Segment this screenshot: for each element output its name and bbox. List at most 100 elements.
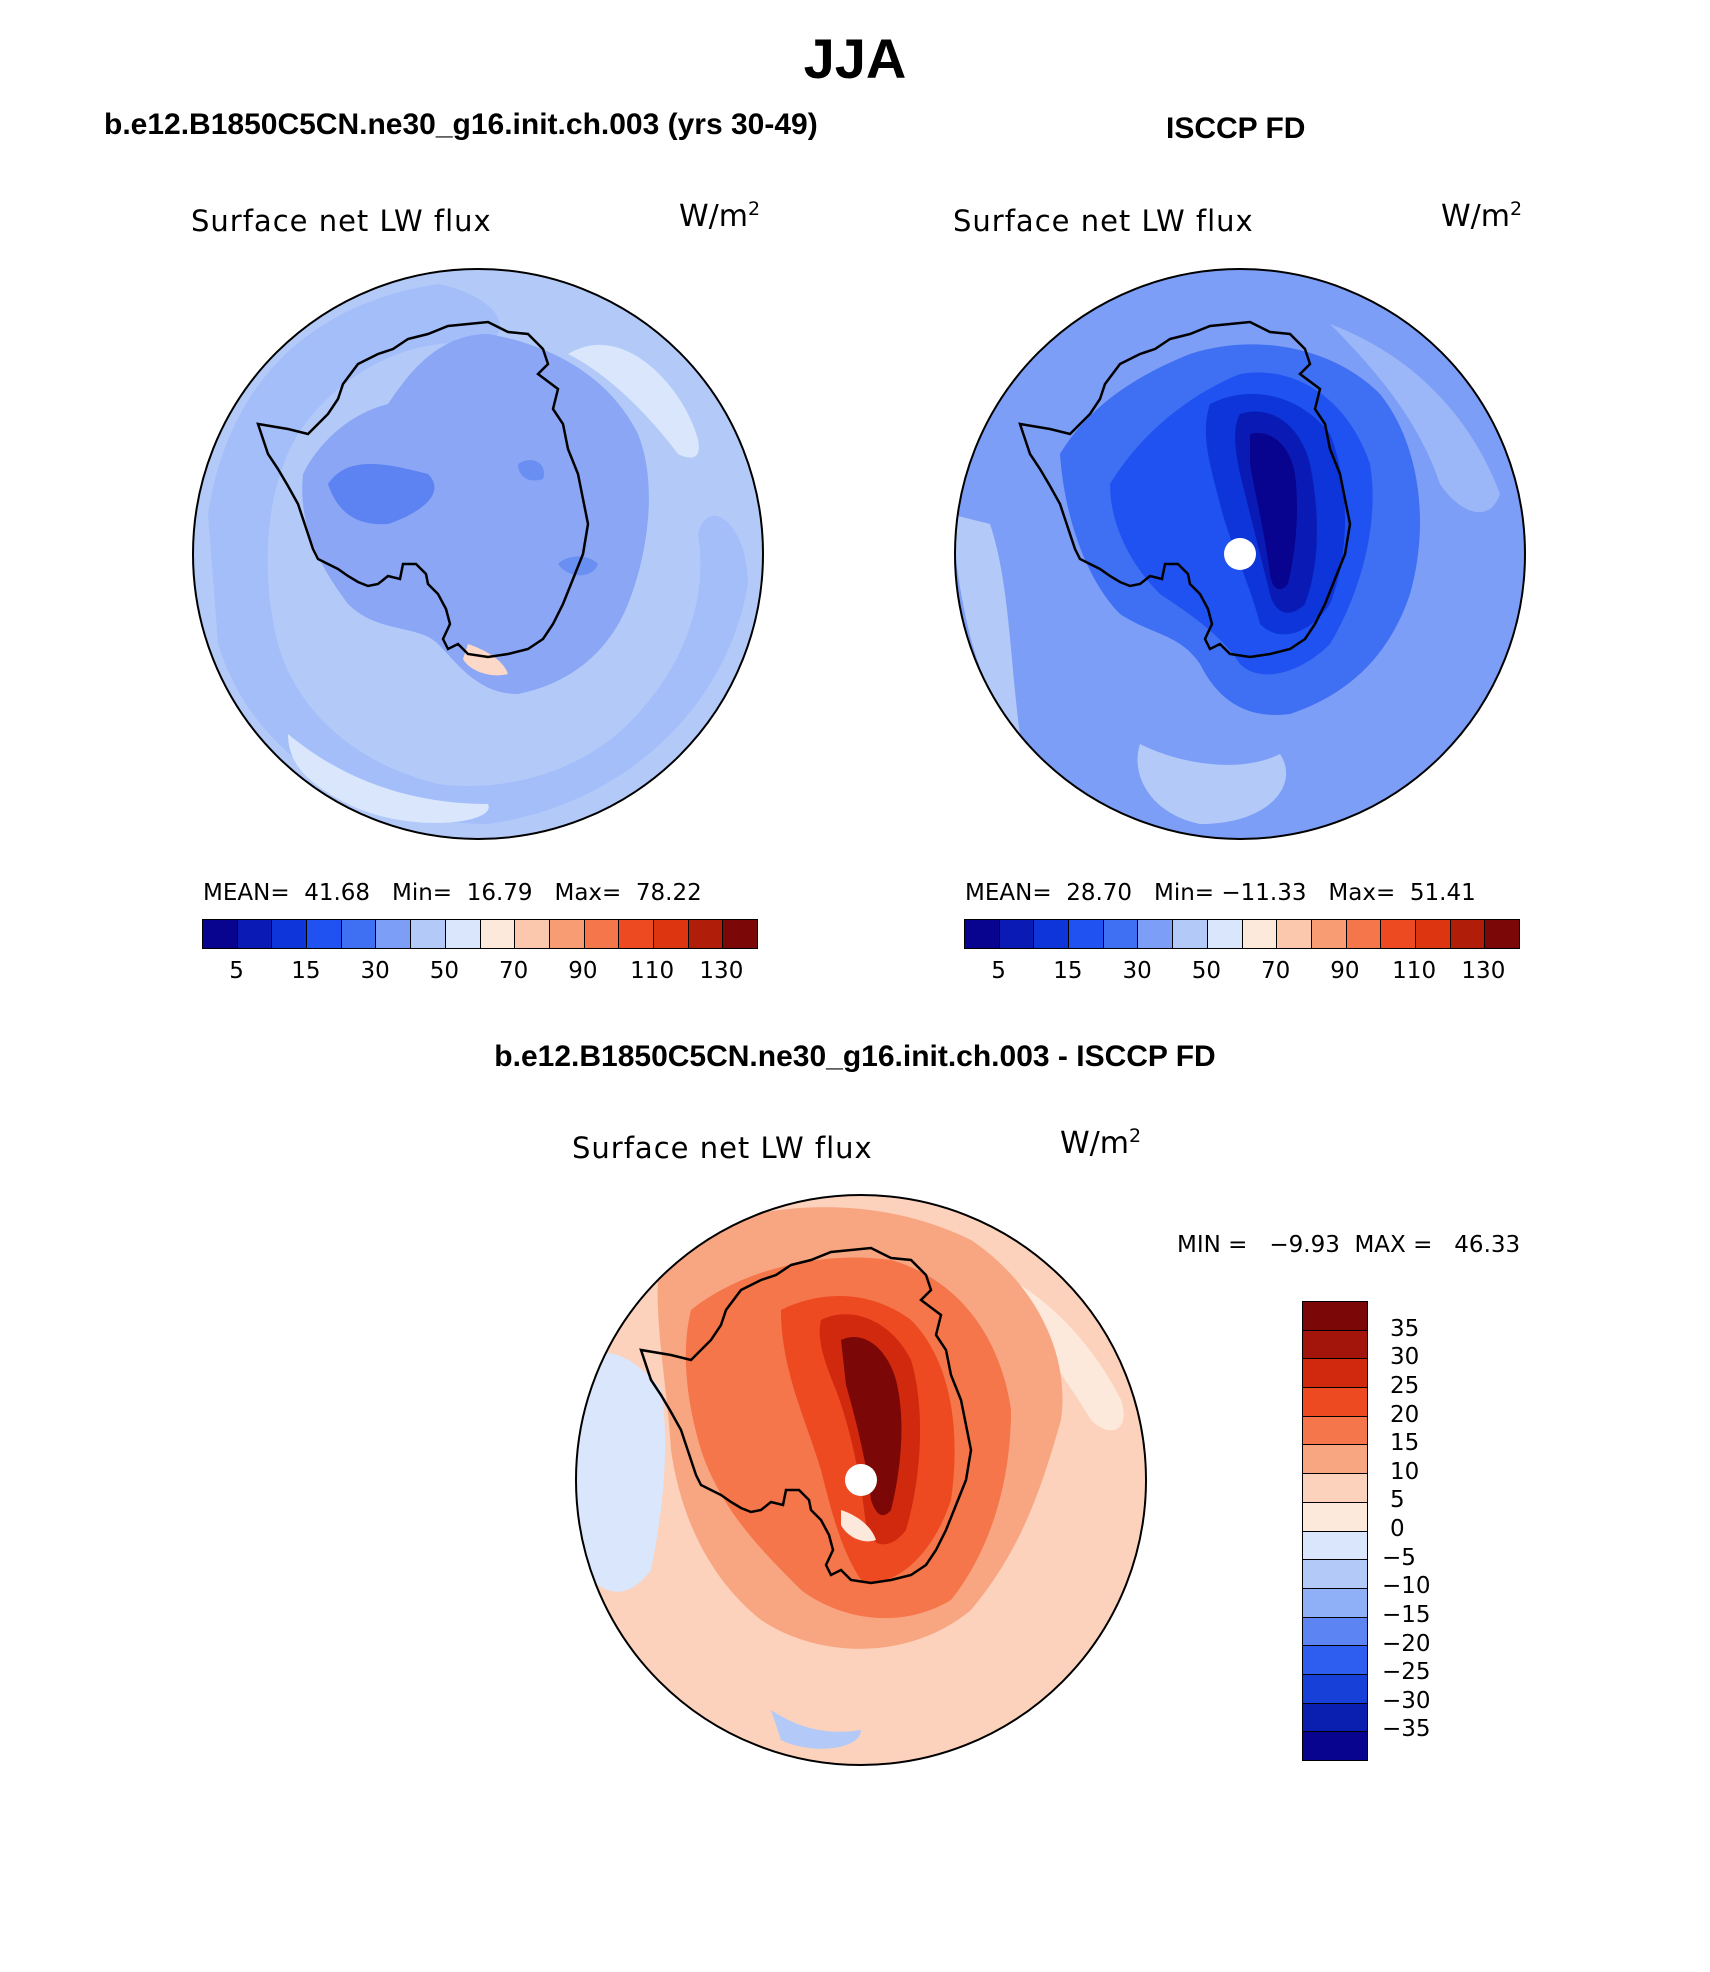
pole-mask xyxy=(1224,538,1256,570)
colorbar-swatch xyxy=(1415,920,1451,948)
figure-title: JJA xyxy=(803,27,907,90)
colorbar-tick-label: 5 xyxy=(991,958,1006,984)
colorbar-tick-label: −20 xyxy=(1382,1630,1431,1657)
colorbar-tick-label: −5 xyxy=(1382,1544,1416,1571)
colorbar-tick-label: −10 xyxy=(1382,1573,1431,1600)
panel-model-variable-label: Surface net LW flux xyxy=(191,204,492,238)
colorbar-swatch xyxy=(411,920,446,948)
panel-diff-variable-label: Surface net LW flux xyxy=(572,1131,873,1165)
colorbar-tick-label: 5 xyxy=(229,958,244,984)
colorbar-swatch xyxy=(1303,1330,1367,1360)
colorbar-tick-label: −30 xyxy=(1382,1687,1431,1714)
colorbar-swatch xyxy=(1303,1617,1367,1647)
colorbar-tick-label: 110 xyxy=(1392,958,1437,984)
colorbar-swatch xyxy=(1242,920,1278,948)
colorbar-swatch xyxy=(445,920,481,948)
colorbar-tick-label: 70 xyxy=(1260,958,1291,984)
colorbar-swatch xyxy=(1303,1388,1367,1417)
panel-model-stats: MEAN= 41.68 Min= 16.79 Max= 78.22 xyxy=(203,880,702,906)
colorbar-swatch xyxy=(1303,1302,1367,1331)
panel-obs-colorbar xyxy=(964,919,1520,949)
colorbar-swatch xyxy=(515,920,550,948)
panel-diff-colorbar-ticks: 35 30 25 20 15 10 5 0 −5 −10 −15 −20 −25 −30 −35 xyxy=(1382,1301,1482,1759)
colorbar-tick-label: −15 xyxy=(1382,1601,1431,1628)
panel-model-units: W/m2 xyxy=(679,198,761,234)
panel-model-colorbar xyxy=(202,919,758,949)
panel-diff-stats: MIN = −9.93 MAX = 46.33 xyxy=(1177,1232,1521,1258)
colorbar-swatch xyxy=(1303,1474,1367,1503)
panel-obs-map xyxy=(954,268,1526,840)
panel-obs-stats: MEAN= 28.70 Min= −11.33 Max= 51.41 xyxy=(965,880,1476,906)
colorbar-swatch xyxy=(1103,920,1139,948)
colorbar-tick-label: 30 xyxy=(360,958,390,984)
colorbar-tick-label: −35 xyxy=(1382,1716,1431,1743)
colorbar-swatch xyxy=(1138,920,1174,948)
colorbar-swatch xyxy=(1303,1674,1367,1704)
colorbar-swatch xyxy=(341,920,377,948)
colorbar-swatch xyxy=(237,920,273,948)
colorbar-tick-label: 90 xyxy=(568,958,598,984)
colorbar-swatch xyxy=(688,920,724,948)
colorbar-swatch xyxy=(965,920,1000,948)
colorbar-tick-label: 50 xyxy=(1191,958,1222,984)
colorbar-tick-label: 15 xyxy=(1053,958,1083,984)
panel-diff-map xyxy=(575,1194,1147,1766)
colorbar-swatch xyxy=(203,920,238,948)
colorbar-swatch xyxy=(1303,1703,1367,1733)
colorbar-tick-label: 70 xyxy=(498,958,529,984)
colorbar-swatch xyxy=(480,920,516,948)
colorbar-swatch xyxy=(1381,920,1416,948)
colorbar-tick-label: 35 xyxy=(1390,1315,1420,1342)
colorbar-tick-label: 30 xyxy=(1390,1344,1420,1371)
colorbar-swatch xyxy=(1207,920,1243,948)
colorbar-swatch xyxy=(1069,920,1104,948)
panel-obs-colorbar-ticks: 5 15 30 50 70 90 110 130 xyxy=(964,958,1518,988)
colorbar-swatch xyxy=(549,920,585,948)
colorbar-tick-label: 30 xyxy=(1122,958,1152,984)
panel-model-map xyxy=(192,268,764,840)
colorbar-swatch xyxy=(1450,920,1486,948)
colorbar-tick-label: 130 xyxy=(699,958,744,984)
colorbar-swatch xyxy=(1485,920,1519,948)
colorbar-swatch xyxy=(723,920,757,948)
colorbar-tick-label: 15 xyxy=(1390,1430,1420,1457)
colorbar-swatch xyxy=(1173,920,1208,948)
colorbar-swatch xyxy=(1303,1646,1367,1675)
colorbar-swatch xyxy=(1303,1531,1367,1561)
panel-diff-units: W/m2 xyxy=(1060,1125,1142,1161)
colorbar-swatch xyxy=(1303,1416,1367,1446)
panel-model-heading: b.e12.B1850C5CN.ne30_g16.init.ch.003 (yr… xyxy=(104,108,818,141)
panel-diff-colorbar xyxy=(1302,1301,1368,1761)
colorbar-tick-label: 90 xyxy=(1330,958,1360,984)
colorbar-tick-label: 110 xyxy=(630,958,675,984)
colorbar-tick-label: 15 xyxy=(291,958,321,984)
colorbar-swatch xyxy=(307,920,342,948)
panel-model-colorbar-ticks: 5 15 30 50 70 90 110 130 xyxy=(202,958,756,988)
colorbar-swatch xyxy=(999,920,1035,948)
colorbar-swatch xyxy=(272,920,308,948)
colorbar-tick-label: 50 xyxy=(429,958,460,984)
panel-obs-heading: ISCCP FD xyxy=(1166,112,1306,145)
panel-obs-variable-label: Surface net LW flux xyxy=(953,204,1254,238)
colorbar-swatch xyxy=(1303,1445,1367,1475)
colorbar-swatch xyxy=(1303,1588,1367,1618)
pole-mask xyxy=(845,1464,877,1496)
colorbar-tick-label: 20 xyxy=(1390,1401,1420,1428)
colorbar-swatch xyxy=(1311,920,1347,948)
colorbar-tick-label: 130 xyxy=(1461,958,1506,984)
colorbar-swatch xyxy=(619,920,654,948)
colorbar-swatch xyxy=(1303,1359,1367,1389)
colorbar-tick-label: 10 xyxy=(1390,1458,1420,1485)
colorbar-swatch xyxy=(1277,920,1312,948)
colorbar-swatch xyxy=(1303,1560,1367,1589)
panel-diff-heading: b.e12.B1850C5CN.ne30_g16.init.ch.003 - I… xyxy=(494,1040,1216,1073)
colorbar-tick-label: −25 xyxy=(1382,1659,1431,1686)
colorbar-swatch xyxy=(584,920,620,948)
colorbar-swatch xyxy=(376,920,412,948)
colorbar-tick-label: 25 xyxy=(1390,1372,1420,1399)
colorbar-swatch xyxy=(1303,1732,1367,1760)
panel-obs-units: W/m2 xyxy=(1441,198,1523,234)
colorbar-swatch xyxy=(653,920,689,948)
colorbar-swatch xyxy=(1346,920,1382,948)
colorbar-swatch xyxy=(1034,920,1070,948)
